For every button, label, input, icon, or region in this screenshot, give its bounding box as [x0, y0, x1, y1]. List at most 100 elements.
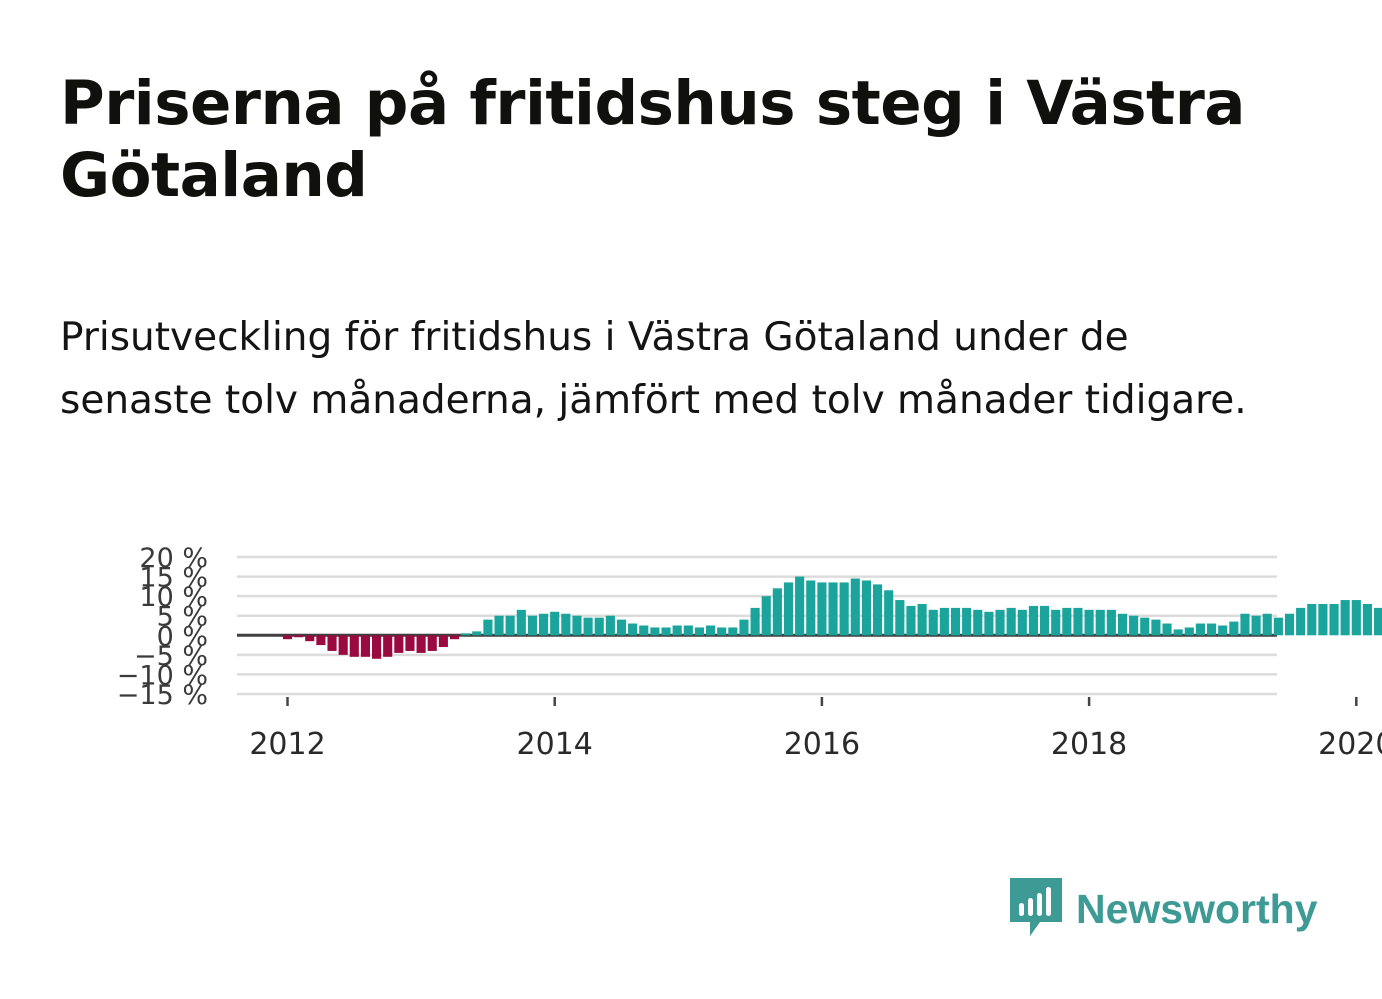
bar	[1351, 600, 1361, 636]
bar	[461, 633, 471, 636]
bar	[717, 627, 727, 636]
bar	[561, 613, 571, 636]
bar	[1218, 625, 1228, 636]
bar	[739, 619, 749, 636]
bar	[973, 609, 983, 636]
bar	[1129, 615, 1139, 636]
bar	[572, 615, 582, 636]
bar	[995, 609, 1005, 636]
bar	[1095, 609, 1105, 636]
bar	[383, 635, 393, 657]
bar	[1106, 609, 1116, 636]
bar	[1184, 627, 1194, 636]
bar	[683, 625, 693, 636]
bar	[1262, 613, 1272, 636]
y-tick-label: 15 %	[139, 563, 208, 594]
bar	[282, 635, 293, 640]
bar	[939, 607, 949, 636]
bar	[850, 578, 860, 636]
bar	[1062, 607, 1072, 636]
bar	[772, 588, 782, 636]
bar	[1051, 609, 1061, 636]
y-tick-label: 5 %	[157, 602, 208, 633]
bar	[1040, 605, 1050, 636]
y-tick-label: 10 %	[139, 582, 208, 613]
bar	[1028, 605, 1038, 636]
bar	[616, 619, 627, 636]
bar	[427, 635, 437, 651]
bar	[539, 613, 549, 636]
bar	[1195, 623, 1205, 636]
bar	[628, 623, 638, 636]
bar	[1140, 617, 1150, 636]
logo-text: Newsworthy	[1076, 886, 1318, 932]
y-axis-labels: 20 %15 %10 %5 %0 %−5 %−10 %−15 %	[117, 543, 208, 711]
bar	[839, 582, 849, 636]
bar	[962, 607, 972, 636]
bar	[472, 631, 482, 636]
bar	[1207, 623, 1217, 636]
bar	[650, 627, 660, 636]
bar	[394, 635, 404, 653]
bar	[672, 625, 682, 636]
bar	[984, 611, 994, 636]
bar	[360, 635, 370, 657]
bar	[416, 635, 426, 653]
bar	[884, 590, 894, 636]
bar	[1162, 623, 1172, 636]
bar	[1273, 617, 1283, 636]
bar	[516, 609, 526, 636]
bar	[783, 582, 794, 636]
bar	[1240, 613, 1250, 636]
bar	[694, 627, 704, 636]
y-tick-label: 20 %	[139, 543, 208, 574]
bar	[873, 584, 883, 636]
bar	[750, 607, 760, 636]
bar	[1173, 629, 1183, 636]
x-tick-label: 2014	[517, 727, 593, 762]
bar	[828, 582, 838, 636]
bar	[505, 615, 515, 636]
bar	[1006, 607, 1016, 636]
bar	[1017, 609, 1027, 636]
bar	[349, 635, 359, 657]
bar	[483, 619, 493, 636]
bar	[1229, 621, 1239, 636]
bar	[795, 576, 805, 636]
bar	[594, 617, 604, 636]
chart-subtitle: Prisutveckling för fritidshus i Västra G…	[60, 315, 1247, 423]
bar	[1362, 603, 1372, 636]
bar	[583, 617, 593, 636]
bar	[861, 580, 871, 636]
bar	[305, 635, 315, 642]
y-tick-label: −15 %	[117, 680, 208, 711]
bar	[1318, 603, 1328, 636]
bar	[327, 635, 337, 651]
bar	[372, 635, 382, 659]
chart-bars	[282, 576, 1382, 659]
bar	[405, 635, 415, 651]
bar	[950, 607, 961, 636]
bar	[906, 605, 916, 636]
x-axis: 20122014201620182020202220242026	[249, 697, 1382, 762]
y-tick-label: 0 %	[157, 621, 208, 652]
bar	[1251, 615, 1261, 636]
bar	[639, 625, 649, 636]
bar	[1151, 619, 1161, 636]
bar	[294, 635, 304, 638]
newsworthy-bar-chart-icon	[1010, 878, 1062, 936]
bar	[817, 582, 827, 636]
bar	[1296, 607, 1306, 636]
bar	[1374, 607, 1382, 636]
bar	[1284, 613, 1295, 636]
bar	[449, 635, 460, 640]
bar	[605, 615, 615, 636]
x-tick-label: 2016	[784, 727, 860, 762]
bar	[895, 600, 905, 636]
bar	[1073, 607, 1083, 636]
y-tick-label: −10 %	[117, 660, 208, 691]
bar	[550, 611, 560, 636]
bar	[338, 635, 348, 655]
newsworthy-logo: Newsworthy	[1010, 878, 1318, 940]
